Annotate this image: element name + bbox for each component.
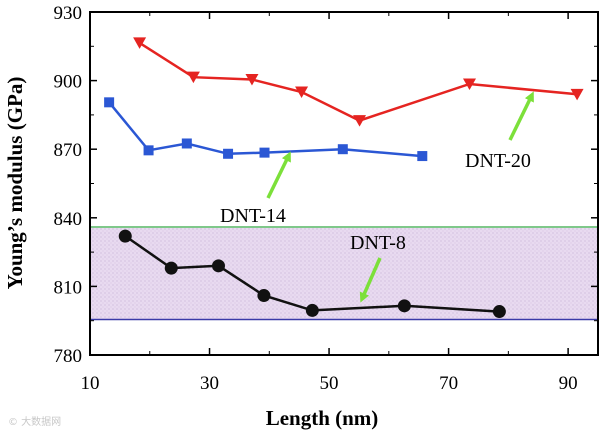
y-tick-label: 900: [54, 72, 83, 93]
data-point-dnt-20-1: [133, 37, 147, 49]
x-tick-label: 30: [200, 373, 219, 394]
y-tick-label: 810: [54, 277, 83, 298]
y-tick-label: 930: [54, 3, 83, 24]
data-point-dnt-20-5: [353, 115, 367, 127]
series-dnt-14: [104, 97, 428, 162]
data-point-dnt-8-4: [257, 289, 271, 303]
data-point-dnt-14-3: [181, 138, 192, 149]
y-tick-label: 870: [54, 140, 83, 161]
annotation-label-dnt-8: DNT-8: [350, 232, 406, 254]
tick-layer: 10 30 50 70 90 780 810 840 870 900 930: [54, 3, 598, 394]
data-point-dnt-20-3: [245, 73, 259, 86]
data-point-dnt-8-1: [118, 229, 132, 243]
x-tick-label: 70: [439, 373, 458, 394]
annotation-label-dnt-20: DNT-20: [465, 150, 531, 172]
series-dnt-20: [133, 37, 584, 127]
y-tick-label: 780: [54, 346, 83, 367]
x-tick-label: 90: [559, 373, 578, 394]
series-line-dnt-20: [138, 41, 578, 122]
x-axis-title: Length (nm): [266, 406, 379, 430]
data-point-dnt-14-1: [104, 97, 115, 108]
data-point-dnt-14-4: [223, 148, 234, 159]
watermark: © 大数据网: [8, 417, 62, 428]
annotation-arrow-dnt-20: [508, 91, 534, 141]
data-point-dnt-20-6: [463, 78, 477, 91]
data-point-dnt-14-2: [143, 145, 154, 156]
x-tick-label: 10: [81, 373, 100, 394]
annotation-arrow-dnt-8: [359, 257, 382, 303]
data-point-dnt-8-6: [397, 299, 411, 313]
band-fill: [90, 226, 598, 320]
data-point-dnt-20-2: [186, 71, 200, 84]
data-point-dnt-8-3: [211, 259, 225, 273]
data-point-dnt-8-7: [492, 305, 506, 319]
series-layer: [104, 37, 584, 319]
data-point-dnt-20-7: [570, 88, 584, 101]
data-point-dnt-14-7: [417, 151, 428, 162]
data-point-dnt-14-5: [259, 147, 270, 158]
band-region: [90, 225, 598, 321]
y-axis-title: Young’s modulus (GPa): [3, 77, 27, 290]
annotation-layer: DNT-20 DNT-14 DNT-8: [220, 91, 534, 303]
data-point-dnt-8-5: [305, 303, 319, 317]
data-point-dnt-14-6: [337, 144, 348, 155]
data-point-dnt-20-4: [295, 86, 309, 99]
series-dnt-8: [118, 229, 506, 319]
y-tick-label: 840: [54, 209, 83, 230]
annotation-arrow-dnt-14: [266, 151, 291, 199]
x-tick-label: 50: [320, 373, 339, 394]
data-point-dnt-8-2: [164, 261, 178, 275]
annotation-label-dnt-14: DNT-14: [220, 205, 286, 227]
